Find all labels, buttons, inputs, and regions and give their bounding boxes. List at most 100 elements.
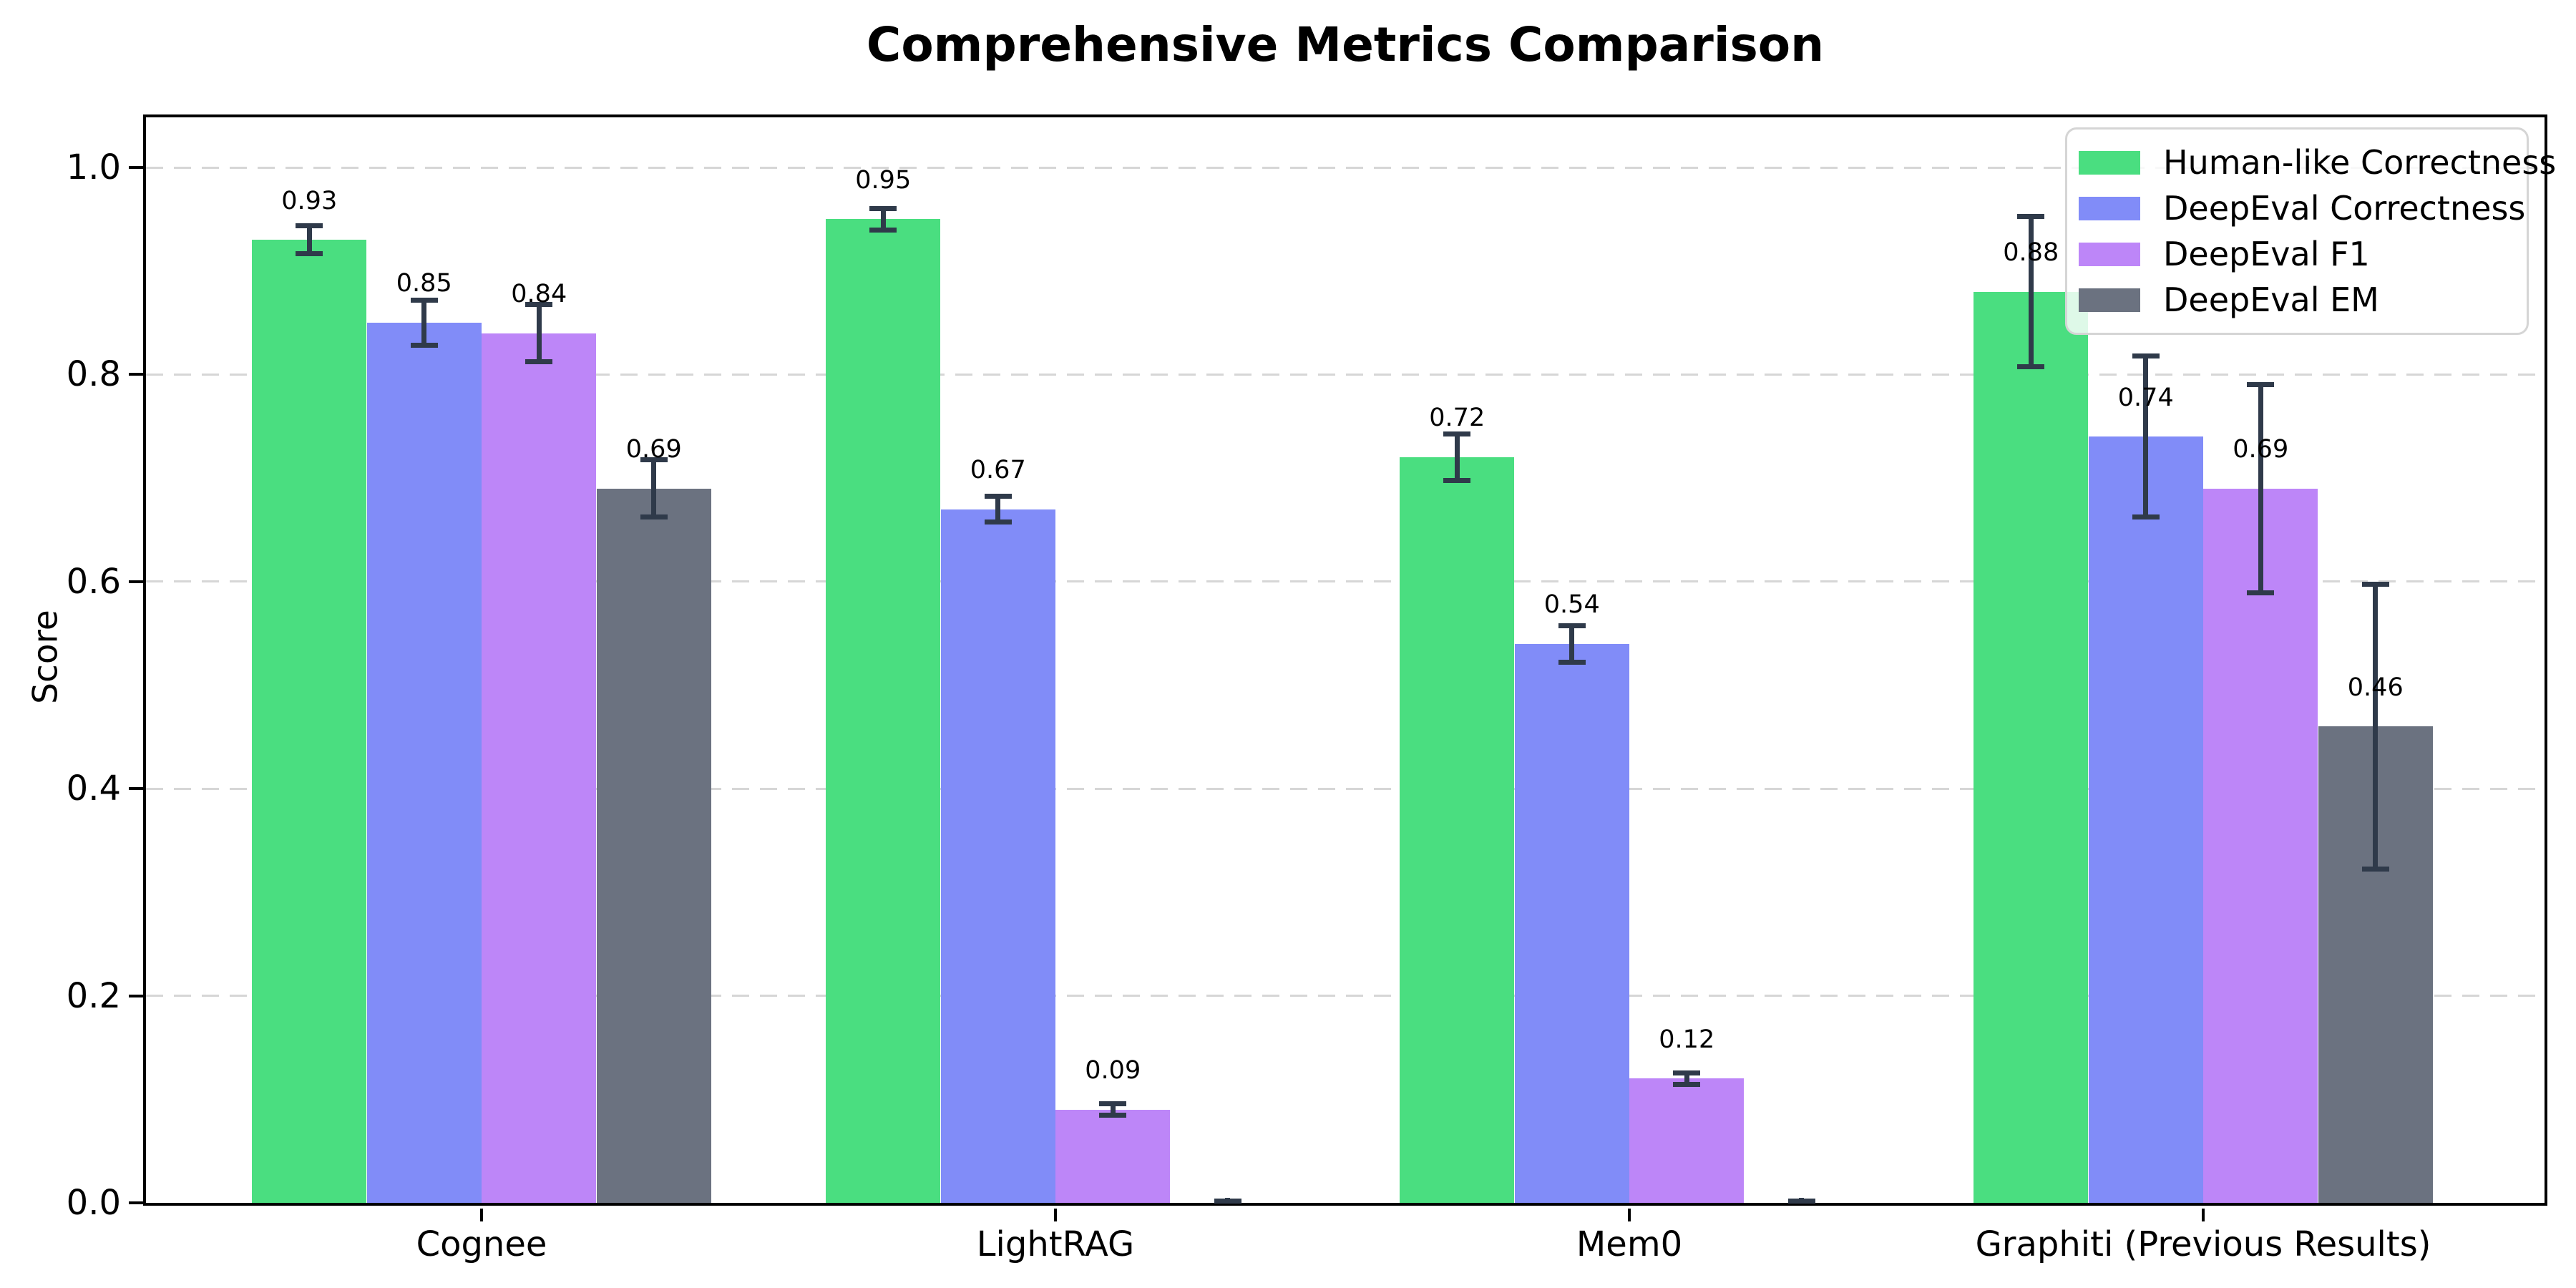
bar-deepeval-correctness [2088,436,2203,1203]
gridline [146,995,2545,997]
bar-deepeval-em [596,488,711,1203]
error-bar-cap-bottom [2132,514,2160,519]
x-axis-category-label: Cognee [416,1224,547,1264]
y-axis-tick [129,166,143,169]
error-bar [1110,1101,1116,1118]
error-bar-cap-bottom [2017,364,2045,370]
bar-value-label: 0.69 [625,434,682,464]
error-bar-cap-top [410,298,438,303]
x-axis-category-label: LightRAG [976,1224,1135,1264]
error-bar-cap-top [640,457,668,463]
error-bar-cap-top [296,223,323,229]
error-bar [536,302,542,364]
bar-value-label: 0.54 [1543,590,1600,619]
error-bar-cap-bottom [2247,590,2275,595]
bar-value-label: 0.12 [1659,1025,1715,1054]
error-bar-cap-top [2361,581,2389,587]
error-bar-cap-top [984,493,1012,499]
bar-value-label: 0.74 [2117,383,2174,412]
legend-swatch-icon [2079,242,2140,266]
bar-human-like-correctness [252,240,366,1203]
error-bar [1454,431,1460,484]
bar-value-label: 0.84 [511,279,567,308]
bar-deepeval-f1 [2203,488,2318,1203]
error-bar [306,223,312,257]
bar-human-like-correctness [1974,291,2088,1203]
legend-row: DeepEval EM [2079,277,2514,323]
x-axis-tick [2202,1209,2205,1221]
legend-label: DeepEval Correctness [2163,189,2526,228]
gridline [146,373,2545,376]
error-bar-cap-bottom [984,519,1012,525]
bar-value-label: 0.93 [281,186,338,215]
error-bar-cap-top [525,302,553,308]
error-bar [1569,623,1575,665]
bar-value-label: 0.69 [2233,434,2289,464]
error-bar [421,298,427,348]
bar-human-like-correctness [1400,457,1514,1203]
error-bar-cap-bottom [525,358,553,364]
y-axis-tick-label: 1.0 [66,147,121,187]
x-axis-tick [480,1209,483,1221]
y-axis-tick-label: 0.0 [66,1183,121,1223]
legend-label: DeepEval F1 [2163,235,2370,273]
error-bar-cap-bottom [1099,1113,1127,1118]
bar-human-like-correctness [826,219,940,1203]
y-axis-tick [129,1201,143,1204]
y-axis-tick [129,373,143,376]
error-bar-cap-bottom [2361,866,2389,872]
error-bar-cap-top [2017,214,2045,220]
error-bar [880,205,886,233]
error-bar-cap-top [869,205,897,211]
y-axis-tick-label: 0.2 [66,975,121,1016]
legend-label: Human-like Correctness [2163,143,2557,182]
y-axis-tick-label: 0.8 [66,354,121,395]
error-bar [2258,381,2263,595]
bar-value-label: 0.85 [396,269,452,298]
error-bar [995,493,1001,525]
y-axis-tick [129,787,143,791]
bar-deepeval-correctness [366,323,482,1203]
legend-row: DeepEval F1 [2079,231,2514,277]
error-bar-cap-top [2247,381,2275,387]
error-bar [2373,581,2379,872]
bar-deepeval-f1 [1629,1078,1744,1203]
error-bar-cap-bottom [869,228,897,233]
y-axis-label: Score [26,610,66,704]
plot-area: Human-like Correctness DeepEval Correctne… [67,114,2556,1264]
y-axis-tick-label: 0.6 [66,561,121,602]
error-bar [2028,214,2034,370]
bar-value-label: 0.88 [2003,238,2059,267]
bar-deepeval-correctness [940,509,1055,1203]
y-axis-tick-label: 0.4 [66,769,121,809]
chart-title: Comprehensive Metrics Comparison [866,17,1825,72]
x-axis-tick [1054,1209,1057,1221]
legend-swatch-icon [2079,150,2140,175]
bar-value-label: 0.46 [2347,673,2404,702]
error-bar-cap-bottom [1558,659,1586,665]
legend: Human-like Correctness DeepEval Correctne… [2065,127,2556,335]
bar-value-label: 0.72 [1429,404,1485,433]
x-axis-category-label: Graphiti (Previous Results) [1975,1224,2431,1264]
error-bar-cap-top [1099,1101,1127,1107]
error-bar-cap-top [1558,623,1586,628]
legend-row: Human-like Correctness [2079,140,2556,185]
legend-swatch-icon [2079,288,2140,312]
y-axis-tick [129,994,143,997]
bar-deepeval-f1 [1055,1109,1170,1203]
legend-swatch-icon [2079,196,2140,220]
error-bar-cap-top [1673,1070,1701,1075]
error-bar-cap-top [1214,1199,1241,1204]
error-bar [651,457,657,519]
bar-deepeval-f1 [482,333,596,1203]
bar-value-label: 0.95 [855,165,912,195]
legend-row: DeepEval Correctness [2079,185,2525,231]
bar-value-label: 0.67 [970,455,1026,484]
error-bar-cap-top [1443,431,1471,436]
error-bar-cap-bottom [296,251,323,257]
error-bar-cap-bottom [1673,1081,1701,1087]
bar-deepeval-correctness [1514,643,1629,1203]
x-axis-tick [1628,1209,1631,1221]
gridline [146,166,2545,169]
error-bar [1684,1070,1689,1087]
